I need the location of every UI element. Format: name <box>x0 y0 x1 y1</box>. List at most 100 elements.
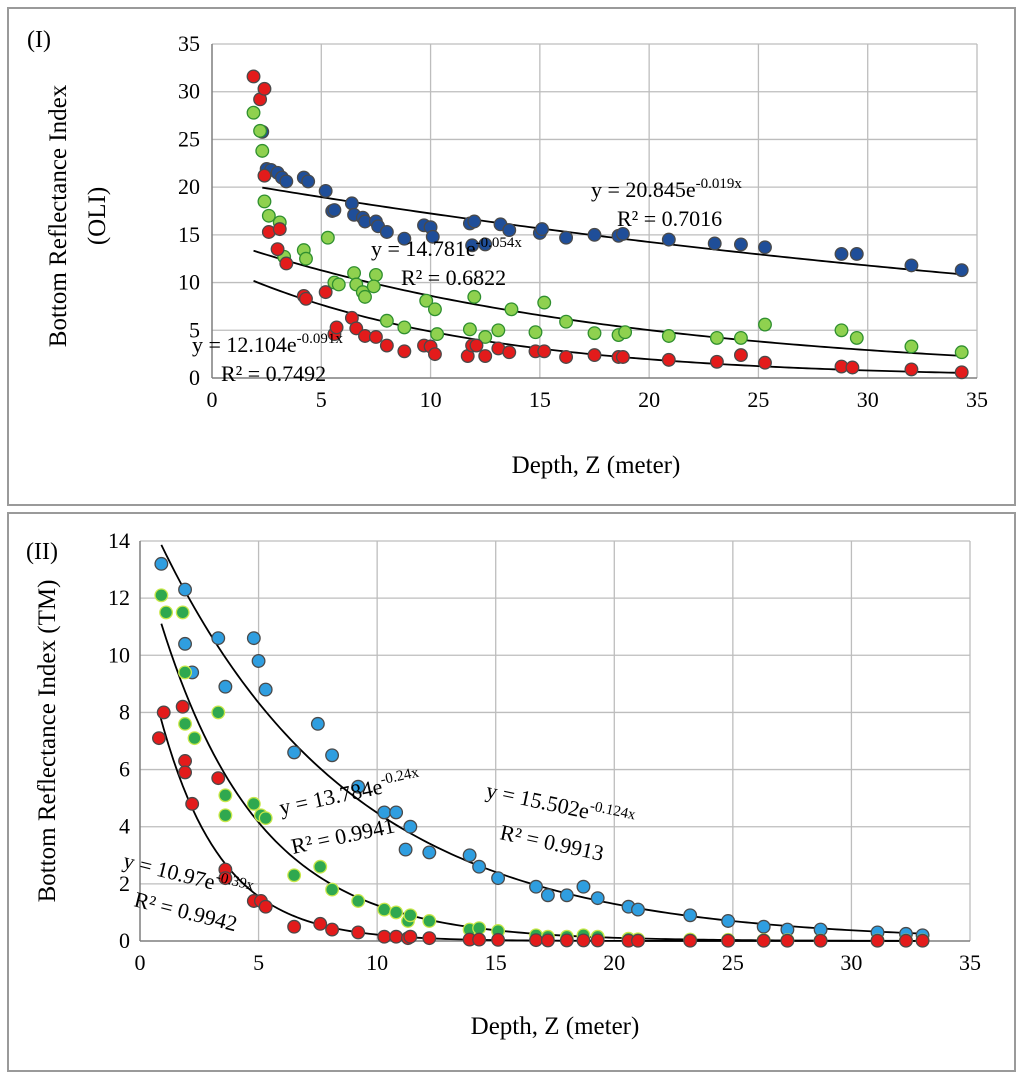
chart1-blue-point <box>425 229 440 244</box>
chart2-light-blue-point <box>462 848 477 863</box>
chart1-green-point <box>661 329 676 343</box>
chart1-y-tick-label: 30 <box>178 79 200 104</box>
chart2-red-point <box>529 933 543 948</box>
chart2-y-tick-label: 10 <box>108 642 130 667</box>
chart1-gridlines <box>212 43 978 378</box>
chart1-green-point <box>397 320 412 335</box>
chart1-blue-point <box>279 174 294 189</box>
chart1-green-point <box>253 123 268 138</box>
chart2-x-tick-label: 35 <box>959 950 981 975</box>
chart2-x-tick-label: 20 <box>603 950 625 975</box>
chart-panel-oli: 0 5 10 15 20 25 30 35 0 5 10 15 20 25 30 35 Depth, Z (me… <box>7 7 1016 506</box>
chart2-x-axis-label: Depth, Z (meter) <box>471 1013 640 1040</box>
chart2-green-point <box>218 808 233 823</box>
chart2-light-blue-point <box>251 654 266 668</box>
chart2-red-point <box>178 765 193 780</box>
chart2-green-point <box>187 731 202 746</box>
chart2-red-point <box>472 932 487 947</box>
chart1-blue-point <box>502 223 517 238</box>
chart2-panel-label: (II) <box>26 539 58 565</box>
chart1-blue-point <box>379 225 394 239</box>
chart1-y-tick-label: 0 <box>189 365 200 390</box>
chart2-light-blue-point <box>258 682 273 697</box>
chart2-red-r-squared: R² = 0.9942 <box>132 887 240 937</box>
chart2-green-point <box>377 902 392 917</box>
chart1-blue-point <box>661 232 676 247</box>
chart2-red-point <box>780 933 795 948</box>
chart1-red-point <box>661 352 676 367</box>
chart1-green-point <box>954 345 969 360</box>
chart1-x-tick-label: 5 <box>316 387 327 412</box>
chart1-y-tick-label: 35 <box>178 31 200 56</box>
chart1-green-point <box>419 293 434 308</box>
chart1-red-point <box>758 355 772 370</box>
chart1-red-point <box>368 330 383 344</box>
chart2-red-point <box>325 922 340 937</box>
chart2-red-point <box>540 933 555 948</box>
chart2-light-blue-point <box>472 859 487 874</box>
chart2-red-point <box>351 925 366 940</box>
chart1-red-point <box>502 345 517 360</box>
chart1-y-axis-label: (OLI) <box>84 187 111 245</box>
chart1-green-point <box>320 230 335 245</box>
chart1-red-equation: y = 12.104e-0.091x <box>192 331 343 357</box>
chart2-red-point <box>915 933 930 948</box>
chart2-red-point <box>491 932 506 947</box>
chart1-red-point <box>318 285 333 300</box>
chart1-red-point <box>615 350 630 364</box>
chart1-red-point <box>279 256 294 271</box>
chart1-red-point <box>299 291 313 306</box>
chart2-red-point <box>756 933 771 948</box>
chart2-red-point <box>178 754 193 768</box>
chart2-green-point <box>154 588 169 603</box>
chart2-x-tick-label: 5 <box>253 950 264 975</box>
chart2-x-tick-label: 0 <box>135 950 146 975</box>
chart1-x-tick-label: 20 <box>638 387 660 412</box>
chart-panel-tm: 0 5 10 15 20 25 30 35 0 2 4 6 8 10 12 14 Depth, Z (meter… <box>7 512 1016 1072</box>
chart1-y-tick-label: 5 <box>189 317 200 342</box>
chart1-blue-r-squared: R² = 0.7016 <box>617 206 722 231</box>
chart1-red-point <box>559 350 574 364</box>
chart-oli: 0 5 10 15 20 25 30 35 0 5 10 15 20 25 30 35 Depth, Z (me… <box>27 27 988 479</box>
chart1-blue-point <box>467 214 482 229</box>
chart2-green-point <box>287 868 302 883</box>
chart2-light-blue-point <box>590 891 605 906</box>
chart2-red-point <box>287 919 302 934</box>
chart2-light-blue-point <box>246 631 261 646</box>
chart2-y-tick-label: 0 <box>119 928 130 953</box>
chart2-red-point <box>631 933 645 948</box>
chart2-light-blue-point <box>154 556 169 571</box>
chart2-light-blue-point <box>325 748 340 763</box>
chart2-red-point <box>389 929 404 944</box>
chart2-green-point <box>422 914 437 928</box>
chart1-green-point <box>758 317 772 332</box>
chart1-green-equation: y = 14.781e-0.054x <box>371 235 522 261</box>
chart1-x-tick-label: 25 <box>747 387 769 412</box>
chart2-light-blue-point <box>683 908 698 923</box>
chart1-green-point <box>491 323 506 338</box>
chart1-green-point <box>299 251 313 266</box>
chart-tm: 0 5 10 15 20 25 30 35 0 2 4 6 8 10 12 14 Depth, Z (meter… <box>26 528 981 1040</box>
chart1-green-point <box>246 105 261 120</box>
chart1-green-point <box>467 289 482 304</box>
chart2-y-tick-label: 12 <box>108 585 130 610</box>
chart1-x-tick-label: 30 <box>857 387 879 412</box>
chart1-x-tick-label: 10 <box>420 387 442 412</box>
chart2-green-point <box>325 882 340 897</box>
chart2-light-blue-point <box>529 879 543 894</box>
chart2-light-blue-point <box>403 819 418 834</box>
chart1-blue-point <box>318 184 333 198</box>
chart1-green-point <box>618 325 633 340</box>
chart2-x-tick-label: 30 <box>840 950 862 975</box>
chart2-red-point <box>218 871 233 886</box>
chart1-green-point <box>347 266 362 280</box>
chart1-blue-point <box>559 230 574 245</box>
chart2-red-point <box>152 731 166 746</box>
chart2-red-point <box>185 796 200 811</box>
chart1-green-point <box>528 325 543 340</box>
chart1-blue-point <box>301 174 316 189</box>
chart2-red-point <box>377 929 392 944</box>
chart1-x-tick-label: 0 <box>207 387 218 412</box>
chart2-x-tick-label: 25 <box>722 950 744 975</box>
chart2-red-point <box>590 933 605 948</box>
